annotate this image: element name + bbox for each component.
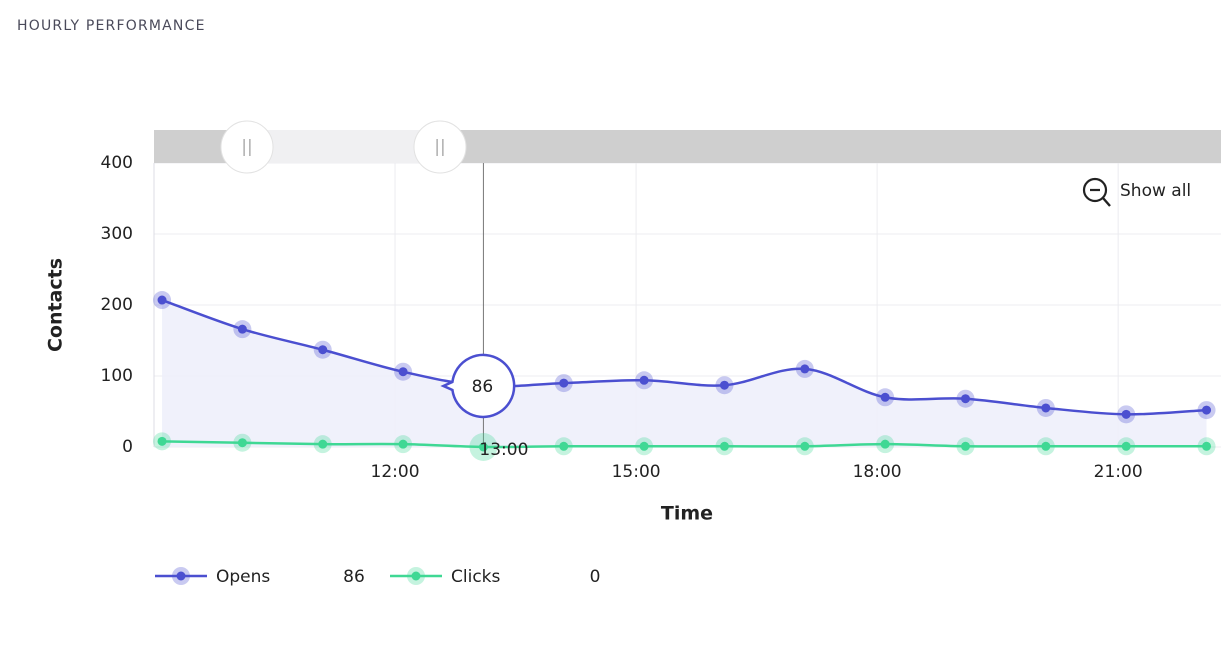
x-tick-label: 15:00 <box>612 462 661 482</box>
legend: Opens 86 Clicks 0 <box>155 567 600 587</box>
marker[interactable] <box>398 367 408 377</box>
marker[interactable] <box>639 441 649 451</box>
legend-marker <box>411 571 421 581</box>
navigator-window <box>247 130 440 163</box>
marker[interactable] <box>880 392 890 402</box>
marker[interactable] <box>237 438 247 448</box>
area <box>162 300 1207 447</box>
zoom-icon <box>1102 197 1111 207</box>
y-axis-label: Contacts <box>45 258 67 352</box>
x-tick-label: 18:00 <box>853 462 902 482</box>
x-tick-label: 12:00 <box>371 462 420 482</box>
marker[interactable] <box>1121 409 1131 419</box>
marker[interactable] <box>960 394 970 404</box>
marker[interactable] <box>1202 441 1212 451</box>
x-tick-label: 21:00 <box>1094 462 1143 482</box>
marker[interactable] <box>960 441 970 451</box>
marker[interactable] <box>1041 403 1051 413</box>
legend-label[interactable]: Clicks <box>451 567 501 587</box>
page-title: HOURLY PERFORMANCE <box>17 18 206 34</box>
handle-grip: || <box>434 137 445 157</box>
crosshair-label: 13:00 <box>479 440 528 460</box>
marker[interactable] <box>559 378 569 388</box>
zoom-button[interactable]: Show all <box>1082 177 1191 207</box>
marker[interactable] <box>880 439 890 449</box>
marker[interactable] <box>1202 405 1212 415</box>
y-tick-label: 400 <box>101 153 133 173</box>
marker[interactable] <box>800 364 810 374</box>
tooltip <box>440 353 516 419</box>
marker[interactable] <box>1121 441 1131 451</box>
x-axis-label: Time <box>661 503 713 525</box>
legend-marker <box>176 571 186 581</box>
marker[interactable] <box>719 380 729 390</box>
series-line <box>162 440 1207 449</box>
marker[interactable] <box>639 375 649 385</box>
zoom-icon <box>1082 177 1108 203</box>
legend-value: 86 <box>343 567 365 587</box>
zoom-label[interactable]: Show all <box>1120 181 1191 201</box>
y-tick-label: 300 <box>101 224 133 244</box>
marker[interactable] <box>719 441 729 451</box>
marker[interactable] <box>398 439 408 449</box>
marker[interactable] <box>157 295 167 305</box>
marker[interactable] <box>318 345 328 355</box>
marker[interactable] <box>559 441 569 451</box>
marker[interactable] <box>800 441 810 451</box>
marker[interactable] <box>237 324 247 334</box>
handle-grip: || <box>241 137 252 157</box>
tooltip-value: 86 <box>472 377 494 397</box>
y-tick-label: 0 <box>122 437 133 457</box>
marker[interactable] <box>1041 441 1051 451</box>
marker[interactable] <box>478 442 488 452</box>
legend-label[interactable]: Opens <box>216 567 270 587</box>
navigator-handle[interactable] <box>413 120 467 174</box>
navigator-handle[interactable] <box>220 120 274 174</box>
y-tick-label: 200 <box>101 295 133 315</box>
marker[interactable] <box>157 436 167 446</box>
legend-value: 0 <box>590 567 601 587</box>
plot: 86 13:00 <box>153 163 1216 461</box>
y-tick-label: 100 <box>101 366 133 386</box>
marker[interactable] <box>318 439 328 449</box>
